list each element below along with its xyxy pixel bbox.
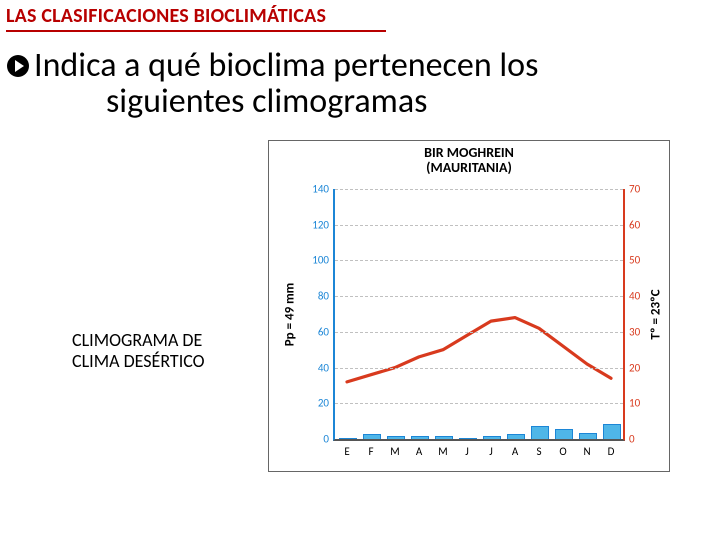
month-label: D xyxy=(599,445,623,458)
precip-bar xyxy=(435,436,454,439)
month-label: J xyxy=(479,445,503,458)
gridline xyxy=(335,368,623,369)
y-left-tick: 140 xyxy=(301,183,335,196)
title-underline xyxy=(6,30,386,32)
y-left-tick: 0 xyxy=(301,433,335,446)
y-right-tick: 50 xyxy=(623,254,653,267)
y-right-tick: 10 xyxy=(623,397,653,410)
y-right-tick: 40 xyxy=(623,290,653,303)
prompt-line2: siguientes climogramas xyxy=(34,81,427,122)
caption-line2: CLIMA DESÉRTICO xyxy=(72,350,205,372)
precip-bar xyxy=(555,429,574,439)
arrow-right-circle-icon xyxy=(6,54,30,78)
y-right-tick: 20 xyxy=(623,361,653,374)
caption-line1: CLIMOGRAMA DE xyxy=(72,329,202,351)
month-label: J xyxy=(455,445,479,458)
precip-bar xyxy=(579,433,598,439)
precip-bar xyxy=(459,438,478,439)
prompt-text: Indica a qué bioclima pertenecen los sig… xyxy=(34,48,700,119)
month-label: S xyxy=(527,445,551,458)
slide: LAS CLASIFICACIONES BIOCLIMÁTICAS Indica… xyxy=(0,0,720,540)
caption-text: CLIMOGRAMA DE CLIMA DESÉRTICO xyxy=(72,330,205,371)
precip-bar xyxy=(387,436,406,439)
precip-bar xyxy=(603,424,622,439)
precip-bar xyxy=(507,434,526,439)
y-left-tick: 100 xyxy=(301,254,335,267)
chart-title-line2: (MAURITANIA) xyxy=(426,159,512,176)
precip-bar xyxy=(363,434,382,439)
gridline xyxy=(335,332,623,333)
precip-bar xyxy=(411,436,430,439)
chart-title: BIR MOGHREIN (MAURITANIA) xyxy=(269,145,669,176)
y-right-tick: 60 xyxy=(623,218,653,231)
y-left-tick: 40 xyxy=(301,361,335,374)
month-label: O xyxy=(551,445,575,458)
precip-bar xyxy=(531,426,550,440)
y-right-tick: 0 xyxy=(623,433,653,446)
y-left-tick: 120 xyxy=(301,218,335,231)
month-label: N xyxy=(575,445,599,458)
y-left-tick: 20 xyxy=(301,397,335,410)
temperature-line xyxy=(335,189,623,439)
gridline xyxy=(335,260,623,261)
month-label: M xyxy=(431,445,455,458)
precip-bar xyxy=(339,438,358,439)
page-title: LAS CLASIFICACIONES BIOCLIMÁTICAS xyxy=(6,4,326,28)
month-label: E xyxy=(335,445,359,458)
gridline xyxy=(335,225,623,226)
y-right-tick: 30 xyxy=(623,325,653,338)
month-label: A xyxy=(407,445,431,458)
gridline xyxy=(335,403,623,404)
month-label: F xyxy=(359,445,383,458)
gridline xyxy=(335,296,623,297)
gridline xyxy=(335,189,623,190)
climograph-chart: BIR MOGHREIN (MAURITANIA) Pp = 49 mm Tº … xyxy=(268,140,670,472)
y-right-tick: 70 xyxy=(623,183,653,196)
month-label: A xyxy=(503,445,527,458)
plot-area: 020406080100120140010203040506070EFMAMJJ… xyxy=(333,189,625,441)
y-left-tick: 80 xyxy=(301,290,335,303)
y-left-tick: 60 xyxy=(301,325,335,338)
month-label: M xyxy=(383,445,407,458)
precip-bar xyxy=(483,436,502,439)
prompt-line1: Indica a qué bioclima pertenecen los xyxy=(34,45,538,86)
y-left-axis-label: Pp = 49 mm xyxy=(283,189,297,439)
